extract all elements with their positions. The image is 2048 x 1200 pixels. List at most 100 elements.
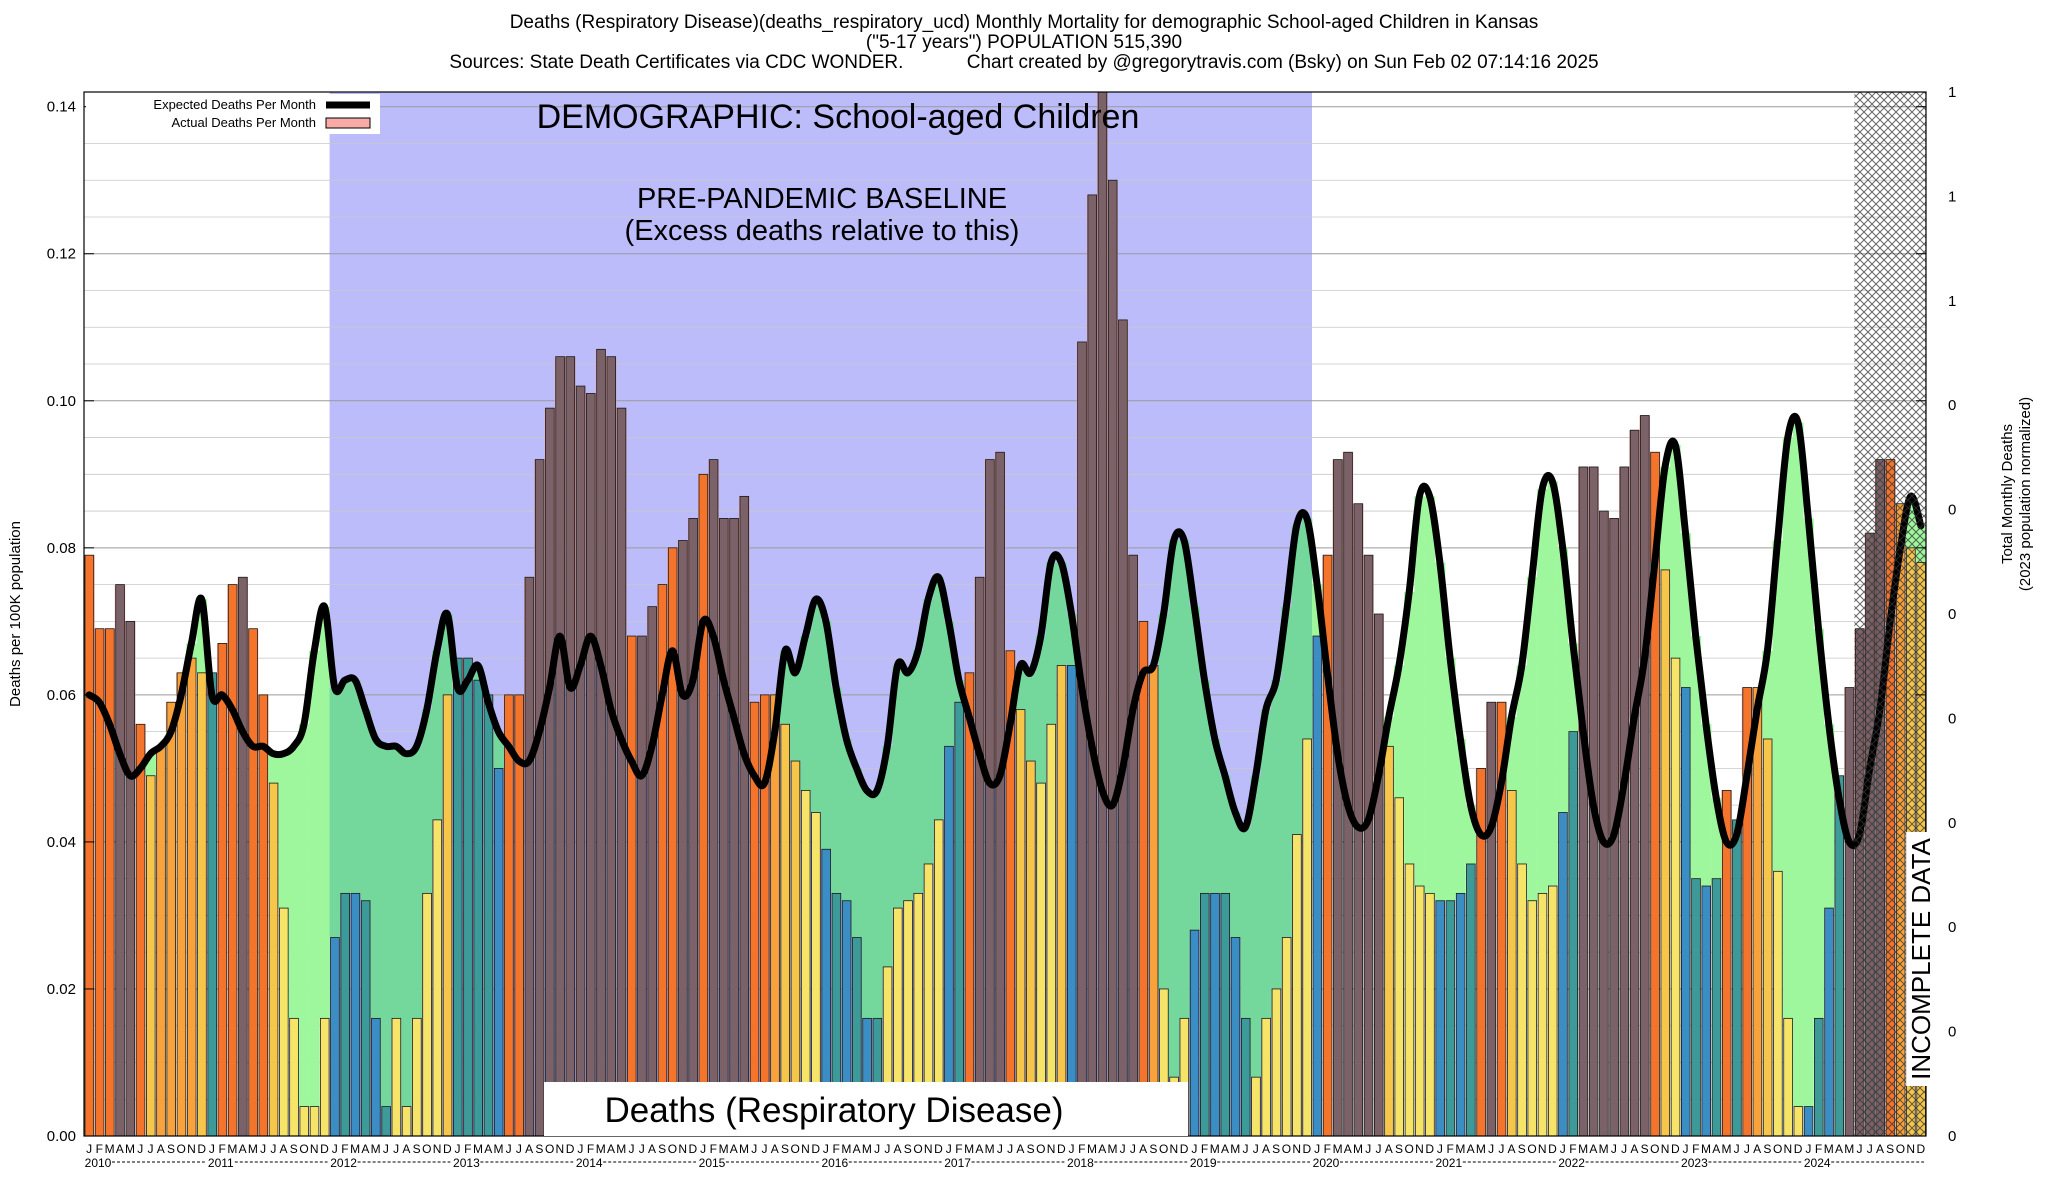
actual-bar <box>1107 179 1118 1137</box>
x-month-label: J <box>628 1142 634 1156</box>
x-month-label: J <box>1437 1142 1443 1156</box>
actual-bar <box>1312 635 1323 1137</box>
x-month-label: A <box>1712 1142 1720 1156</box>
deficit-fill <box>411 746 422 1019</box>
actual-bar <box>1527 900 1538 1137</box>
x-year-label: 2022 <box>1558 1156 1585 1170</box>
deficit-fill <box>871 790 883 1019</box>
x-month-label: A <box>730 1142 738 1156</box>
actual-bar <box>678 540 688 1137</box>
x-year-label: 2019 <box>1190 1156 1217 1170</box>
x-month-label: J <box>1498 1142 1504 1156</box>
actual-bar <box>586 393 596 1137</box>
deficit-fill <box>391 746 402 1019</box>
actual-bar <box>1281 937 1292 1137</box>
deficit-fill <box>1045 562 1057 725</box>
x-month-label: J <box>260 1142 266 1156</box>
x-month-label: O <box>299 1142 308 1156</box>
expected-line <box>85 412 1925 849</box>
actual-bar <box>268 782 279 1137</box>
actual-bar <box>289 1017 299 1137</box>
deficit-fill <box>1680 533 1691 688</box>
deficit-fill <box>912 650 924 894</box>
deficit-fill <box>309 650 320 1107</box>
x-month-label: J <box>516 1142 522 1156</box>
x-month-label: M <box>964 1142 974 1156</box>
deficit-fill <box>1199 680 1210 894</box>
x-month-label: M <box>1578 1142 1588 1156</box>
x-month-label: D <box>811 1142 820 1156</box>
x-month-label: J <box>1805 1142 1811 1156</box>
x-month-label: J <box>1253 1142 1259 1156</box>
baseline-annotation: PRE-PANDEMIC BASELINE <box>637 183 1007 215</box>
x-month-label: S <box>1027 1142 1035 1156</box>
actual-bar <box>1517 863 1527 1137</box>
actual-bar <box>1773 870 1783 1137</box>
actual-bar <box>647 606 657 1137</box>
x-month-label: S <box>290 1142 298 1156</box>
actual-bar <box>1128 554 1138 1137</box>
x-month-label: A <box>402 1142 410 1156</box>
actual-bar <box>412 1017 422 1137</box>
actual-bar <box>606 356 617 1137</box>
x-month-label: J <box>332 1142 338 1156</box>
deficit-fill <box>1823 724 1835 909</box>
x-month-label: D <box>443 1142 452 1156</box>
deficit-fill <box>329 687 341 938</box>
x-month-label: D <box>1671 1142 1680 1156</box>
deficit-fill <box>1230 812 1241 938</box>
x-month-label: J <box>1621 1142 1627 1156</box>
actual-bar <box>1711 878 1722 1137</box>
actual-bar <box>1046 723 1057 1137</box>
x-month-label: A <box>1467 1142 1475 1156</box>
actual-bar <box>1138 620 1149 1137</box>
x-month-label: S <box>1149 1142 1157 1156</box>
deficit-fill <box>1445 658 1456 901</box>
legend: Expected Deaths Per Month Actual Deaths P… <box>86 94 380 134</box>
x-month-label: D <box>1303 1142 1312 1156</box>
actual-bar <box>1537 892 1548 1137</box>
x-month-label: J <box>1488 1142 1494 1156</box>
deficit-fill <box>841 738 852 901</box>
deficit-fill <box>1762 650 1773 739</box>
actual-bar <box>1691 878 1701 1137</box>
actual-bar <box>330 937 340 1137</box>
x-month-label: J <box>383 1142 389 1156</box>
deficit-fill <box>360 709 371 901</box>
x-month-label: N <box>1906 1142 1915 1156</box>
x-year-label: 2021 <box>1435 1156 1462 1170</box>
y2-tick-label: 0 <box>1948 1128 1956 1145</box>
x-month-label: O <box>1282 1142 1291 1156</box>
actual-bar <box>708 459 719 1137</box>
actual-bar <box>381 1106 391 1137</box>
deficit-fill <box>1526 577 1538 901</box>
x-month-label: M <box>1824 1142 1834 1156</box>
actual-bar <box>483 694 494 1137</box>
y2-tick-label: 1 <box>1948 84 1956 101</box>
x-month-label: M <box>1107 1142 1117 1156</box>
actual-bar <box>534 459 545 1137</box>
actual-bar <box>780 723 790 1137</box>
x-month-label: D <box>566 1142 575 1156</box>
actual-bar <box>401 1106 412 1137</box>
x-month-label: N <box>1784 1142 1793 1156</box>
incomplete-label-box <box>1906 832 1935 1086</box>
actual-bar <box>1568 731 1578 1137</box>
actual-bar <box>422 892 432 1137</box>
deficit-fill <box>820 621 832 850</box>
x-month-label: A <box>648 1142 656 1156</box>
x-month-label: J <box>1560 1142 1566 1156</box>
actual-bar <box>667 547 678 1137</box>
actual-bar <box>166 701 177 1137</box>
actual-bar <box>1271 988 1282 1137</box>
x-month-label: S <box>1272 1142 1280 1156</box>
actual-bar <box>1670 657 1681 1137</box>
actual-bar <box>739 495 750 1137</box>
cause-label-box <box>544 1082 1188 1136</box>
x-year-label: 2023 <box>1681 1156 1708 1170</box>
x-month-label: F <box>832 1142 839 1156</box>
x-month-label: S <box>535 1142 543 1156</box>
deficit-fill <box>1209 738 1221 894</box>
x-month-label: O <box>1773 1142 1782 1156</box>
deficit-fill <box>1066 614 1077 666</box>
